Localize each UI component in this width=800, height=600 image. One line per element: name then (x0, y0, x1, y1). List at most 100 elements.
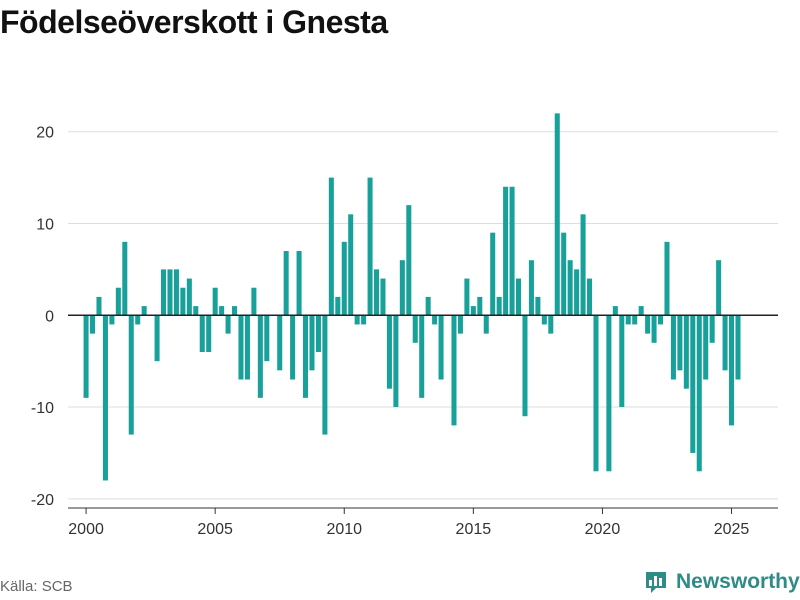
bar (709, 315, 715, 343)
bar (696, 315, 702, 472)
bar (503, 186, 509, 316)
bar (483, 315, 489, 334)
bar (135, 315, 141, 325)
bar (729, 315, 735, 426)
bar (619, 315, 625, 408)
x-tick-label: 2025 (714, 521, 750, 538)
bar (477, 296, 483, 316)
bar (554, 113, 560, 316)
y-tick-label: -20 (31, 492, 54, 509)
bar (670, 315, 676, 380)
bar (580, 214, 586, 316)
x-tick-label: 2015 (456, 521, 492, 538)
bar (541, 315, 547, 325)
bar (367, 177, 373, 316)
bar (412, 315, 418, 343)
bar (522, 315, 528, 417)
bar (438, 315, 444, 380)
bar (632, 315, 638, 325)
bar (322, 315, 328, 435)
bar (509, 186, 515, 316)
grid-layer (68, 131, 778, 500)
bar-layer (83, 113, 741, 481)
brand-logo[interactable]: Newsworthy (644, 570, 800, 594)
bar (296, 251, 302, 316)
bar (425, 296, 431, 316)
bar (625, 315, 631, 325)
bar (683, 315, 689, 389)
bar (180, 287, 186, 316)
bar (264, 315, 270, 362)
bar (199, 315, 205, 352)
bar (703, 315, 709, 380)
bar (612, 306, 618, 316)
bar (548, 315, 554, 334)
bar (141, 306, 147, 316)
bar (128, 315, 134, 435)
bar (122, 241, 128, 316)
bar (315, 315, 321, 352)
bar (283, 251, 289, 316)
bar (516, 278, 522, 316)
bar (380, 278, 386, 316)
bar (277, 315, 283, 371)
bar (490, 232, 496, 316)
bar (386, 315, 392, 389)
bar (399, 260, 405, 316)
bar (193, 306, 199, 316)
bar (432, 315, 438, 325)
newsworthy-logo-icon (646, 572, 666, 593)
bar (457, 315, 463, 334)
bar (186, 278, 192, 316)
bar (735, 315, 741, 380)
bar (348, 214, 354, 316)
x-tick-label: 2010 (326, 521, 362, 538)
bar (257, 315, 263, 398)
bar (238, 315, 244, 380)
x-tick-label: 2005 (197, 521, 233, 538)
bar (587, 278, 593, 316)
bar (419, 315, 425, 398)
bar (406, 205, 412, 316)
bar (115, 287, 121, 316)
x-tick-label: 2000 (68, 521, 104, 538)
bar (109, 315, 115, 325)
bar (225, 315, 231, 334)
bar (83, 315, 89, 398)
bar (309, 315, 315, 371)
bar (328, 177, 334, 316)
bar (102, 315, 108, 481)
bar (722, 315, 728, 371)
bar (470, 306, 476, 316)
bar (451, 315, 457, 426)
bar (173, 269, 179, 316)
bar (96, 296, 102, 316)
bar (90, 315, 96, 334)
bar (690, 315, 696, 453)
bar (593, 315, 599, 472)
bar (154, 315, 160, 362)
bar (206, 315, 212, 352)
bar (645, 315, 651, 334)
y-tick-label: 20 (36, 125, 54, 142)
axis-layer: -20 -10 0 10 20 2000 2005 2010 2015 2020 2025 (31, 125, 778, 538)
bar (341, 241, 347, 316)
bar (361, 315, 367, 325)
bar (354, 315, 360, 325)
bar (290, 315, 296, 380)
bar (567, 260, 573, 316)
bar (716, 260, 722, 316)
bar (244, 315, 250, 380)
bar (393, 315, 399, 408)
bar (535, 296, 541, 316)
bar (251, 287, 257, 316)
source-note: Källa: SCB (0, 578, 73, 595)
bar (161, 269, 167, 316)
x-tick-label: 2020 (585, 521, 621, 538)
bar (528, 260, 534, 316)
bar (219, 306, 225, 316)
bar (212, 287, 218, 316)
bar (167, 269, 173, 316)
bar (638, 306, 644, 316)
